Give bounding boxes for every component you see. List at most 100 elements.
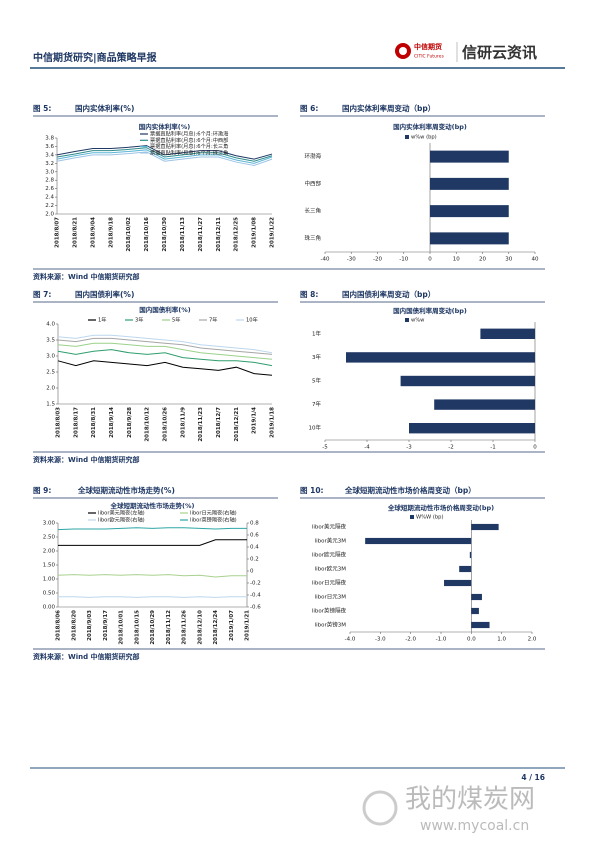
x-tick-label: 2018/10/12 bbox=[145, 407, 151, 442]
y-tick-label: 2.6 bbox=[45, 186, 54, 192]
y-tick-label: 2.4 bbox=[45, 195, 54, 201]
y-tick-label: 0.00 bbox=[43, 605, 56, 611]
y-tick-label: 2.0 bbox=[46, 386, 55, 392]
header-title: 中信期货研究|商品策略早报 bbox=[33, 51, 157, 64]
x-tick-label: -3 bbox=[406, 445, 412, 451]
legend-swatch bbox=[410, 515, 414, 519]
category-label: 环渤海 bbox=[304, 152, 321, 160]
x-tick-label: -30 bbox=[347, 257, 356, 263]
chart-title: 国内国债利率(%) bbox=[139, 305, 190, 314]
x-tick-label: 2018/8/21 bbox=[72, 217, 78, 248]
legend-label: libor美元隔夜(左轴) bbox=[98, 509, 145, 517]
y-tick-label: 3.0 bbox=[46, 354, 55, 360]
legend-label: 票据直贴利率(月息):6个月:环渤海 bbox=[150, 130, 228, 138]
source: 资料来源：Wind 中信期货研究部 bbox=[33, 455, 140, 464]
x-tick-label: 2018/8/03 bbox=[56, 407, 62, 438]
x-tick-label: 2019/1/08 bbox=[252, 217, 258, 248]
x-tick-label: -40 bbox=[321, 257, 330, 263]
x-tick-label: 2018/8/20 bbox=[71, 610, 77, 641]
y2-tick-label: 0.8 bbox=[250, 521, 259, 527]
series-line bbox=[57, 527, 247, 531]
bar bbox=[434, 399, 535, 410]
x-tick-label: 40 bbox=[532, 257, 539, 263]
x-tick-label: 30 bbox=[505, 257, 512, 263]
bar bbox=[430, 205, 509, 218]
category-label: libor日元隔夜 bbox=[312, 579, 347, 587]
y2-tick-label: -0.4 bbox=[250, 593, 261, 599]
figure-label: 图 8: bbox=[300, 290, 318, 299]
category-label: 中西部 bbox=[304, 179, 321, 187]
x-tick-label: 2018/10/02 bbox=[126, 217, 132, 252]
y2-tick-label: 0.2 bbox=[250, 557, 259, 563]
y-tick-label: 3.8 bbox=[45, 136, 54, 142]
category-label: 5年 bbox=[312, 377, 321, 385]
x-tick-label: -2.0 bbox=[405, 637, 416, 643]
x-tick-label: 2018/12/10 bbox=[197, 610, 203, 645]
legend-label: w%w bbox=[411, 318, 425, 324]
legend-swatch bbox=[405, 318, 409, 322]
watermark-url: www.mycoal.cn bbox=[420, 818, 529, 834]
y-tick-label: 1.00 bbox=[43, 577, 56, 583]
y-tick-label: 3.5 bbox=[46, 338, 55, 344]
legend-label: 票据直贴利率(月息):6个月:珠三角 bbox=[150, 148, 228, 156]
x-tick-label: 2018/9/17 bbox=[103, 610, 109, 641]
series-line bbox=[57, 337, 273, 355]
bar bbox=[365, 537, 472, 545]
y-tick-label: 2.5 bbox=[46, 370, 55, 376]
series-line bbox=[56, 147, 273, 162]
figure-title: 国内国债利率周变动（bp） bbox=[342, 289, 435, 299]
source: 资料来源：Wind 中信期货研究部 bbox=[33, 652, 140, 661]
figure-title: 全球短期流动性市场走势(%) bbox=[77, 485, 175, 495]
series-line bbox=[57, 342, 273, 360]
bar bbox=[430, 150, 509, 163]
series-line bbox=[56, 149, 273, 164]
category-label: libor日元3M bbox=[315, 594, 347, 601]
legend-label: libor英镑隔夜(右轴) bbox=[190, 516, 237, 524]
y-tick-label: 2.8 bbox=[45, 178, 54, 184]
category-label: 7年 bbox=[312, 400, 321, 408]
brand: 信研云资讯 bbox=[462, 44, 537, 62]
x-tick-label: 2018/10/15 bbox=[134, 610, 140, 645]
y-tick-label: 3.00 bbox=[43, 521, 56, 527]
legend-label: 7年 bbox=[209, 316, 218, 324]
logo-text-en: CITIC Futures bbox=[414, 54, 444, 60]
x-tick-label: -1 bbox=[490, 445, 495, 451]
chart-title: 全球短期流动性市场价格周变动(bp) bbox=[387, 503, 494, 512]
x-tick-label: 2018/10/30 bbox=[162, 217, 168, 252]
page-number: 4 / 16 bbox=[521, 773, 545, 782]
y2-tick-label: 0.6 bbox=[250, 533, 259, 539]
x-tick-label: 0.0 bbox=[467, 637, 476, 643]
category-label: libor欧元3M bbox=[315, 565, 347, 573]
x-tick-label: 2018/11/26 bbox=[182, 610, 188, 645]
legend-label: w%w (bp) bbox=[411, 135, 437, 141]
y2-tick-label: -0.2 bbox=[250, 581, 261, 587]
y-tick-label: 4.0 bbox=[46, 322, 55, 328]
series-line bbox=[57, 574, 247, 578]
chart-title: 国内实体利率周变动(bp) bbox=[393, 122, 467, 131]
x-tick-label: 2018/10/29 bbox=[150, 610, 156, 645]
legend-label: 5年 bbox=[172, 316, 181, 324]
x-tick-label: 2018/10/26 bbox=[163, 407, 169, 442]
x-tick-label: 2018/9/28 bbox=[127, 407, 133, 438]
x-tick-label: 2019/1/07 bbox=[229, 610, 235, 641]
figure-label: 图 6: bbox=[300, 104, 318, 113]
legend-label: libor日元隔夜(右轴) bbox=[190, 509, 237, 517]
series-line bbox=[57, 334, 273, 354]
x-tick-label: 2018/12/25 bbox=[234, 217, 240, 252]
series-line bbox=[58, 539, 247, 546]
legend-label: 票据直贴利率(月息):6个月:中西部 bbox=[150, 136, 228, 144]
y-tick-label: 2.00 bbox=[43, 549, 56, 555]
bar bbox=[471, 593, 482, 601]
y-tick-label: 3.2 bbox=[45, 161, 54, 167]
category-label: 珠三角 bbox=[304, 234, 321, 242]
x-tick-label: 1.0 bbox=[497, 637, 506, 643]
bar bbox=[471, 621, 490, 629]
y-tick-label: 2.2 bbox=[45, 203, 54, 209]
x-tick-label: 2018/8/06 bbox=[56, 610, 62, 641]
y-tick-label: 3.4 bbox=[45, 152, 54, 158]
bar bbox=[430, 232, 509, 245]
watermark-title: 我的煤炭网 bbox=[405, 785, 535, 815]
x-tick-label: -4.0 bbox=[345, 637, 356, 643]
x-tick-label: 2018/12/21 bbox=[234, 407, 240, 442]
